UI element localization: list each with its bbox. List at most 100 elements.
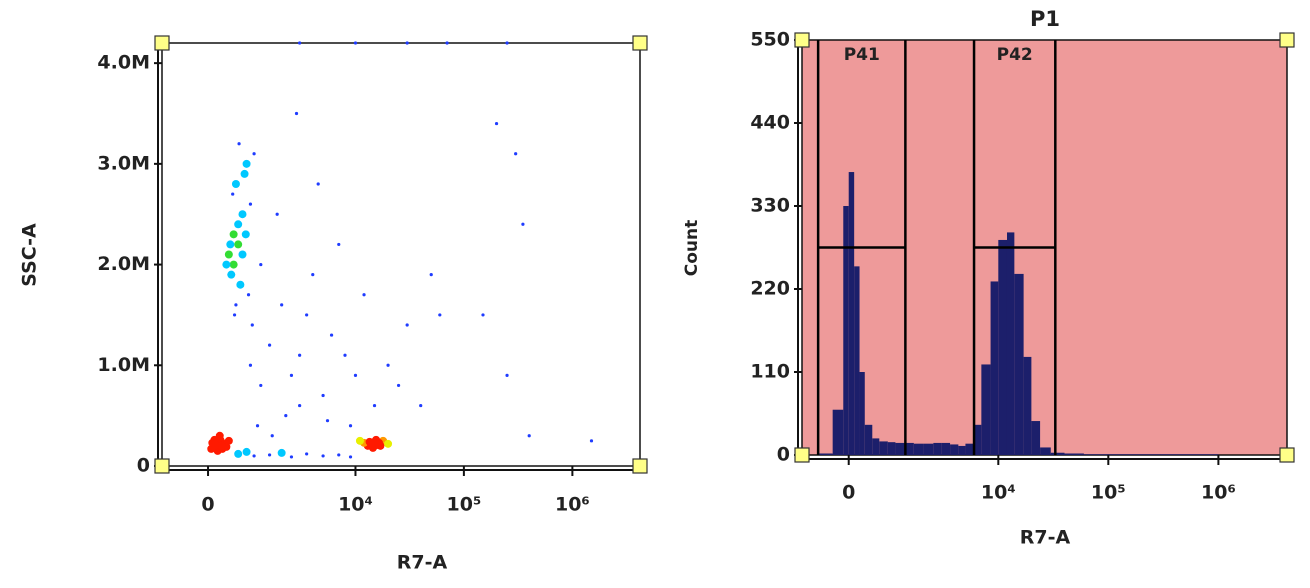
- point: [325, 419, 330, 423]
- histogram-bar: [1108, 454, 1161, 455]
- gate-handle: [1279, 447, 1295, 463]
- histogram-bar: [818, 453, 833, 455]
- point: [405, 41, 409, 45]
- point: [277, 448, 286, 457]
- x-axis-label: R7-A: [397, 552, 448, 574]
- point: [252, 152, 256, 156]
- point: [267, 343, 272, 347]
- point: [259, 262, 263, 267]
- point: [255, 424, 260, 428]
- point: [298, 353, 302, 357]
- point: [353, 41, 358, 45]
- point: [289, 373, 294, 377]
- point: [429, 273, 433, 277]
- gate-handle: [154, 458, 170, 474]
- point: [294, 111, 299, 116]
- x-tick-label: 10⁴: [981, 482, 1016, 504]
- y-tick-label: 1.0M: [97, 354, 150, 376]
- point: [224, 250, 233, 259]
- x-tick-label: 10⁶: [555, 494, 590, 516]
- point: [311, 273, 315, 277]
- histogram-bar: [1050, 452, 1065, 455]
- point: [589, 439, 594, 443]
- point: [270, 434, 274, 438]
- point: [372, 403, 377, 408]
- point: [298, 41, 302, 45]
- point: [521, 222, 525, 226]
- histogram-bar: [913, 443, 924, 455]
- gate-handle: [794, 447, 810, 463]
- point: [211, 440, 220, 449]
- histogram-bar: [1083, 454, 1109, 455]
- point: [229, 230, 238, 239]
- point: [505, 41, 509, 45]
- point: [321, 393, 325, 398]
- point: [231, 180, 240, 188]
- point: [348, 455, 353, 459]
- histogram-bar: [872, 438, 880, 455]
- point: [226, 240, 235, 249]
- point: [267, 453, 272, 457]
- point: [229, 260, 238, 269]
- y-tick-label: 330: [750, 195, 790, 217]
- histogram-bar: [923, 443, 934, 455]
- point: [248, 363, 253, 367]
- point: [305, 452, 309, 456]
- point: [217, 441, 226, 450]
- histogram-bar: [843, 206, 849, 455]
- gate-handle: [632, 35, 648, 51]
- point: [481, 313, 485, 317]
- chart-title: P1: [1030, 7, 1060, 31]
- point: [419, 403, 423, 408]
- point: [280, 303, 284, 307]
- y-axis-label: Count: [682, 220, 702, 277]
- histogram-bar: [933, 442, 942, 455]
- gate-handle: [794, 32, 810, 48]
- histogram-bar: [965, 443, 975, 455]
- point: [250, 323, 254, 327]
- y-tick-label: 4.0M: [97, 52, 150, 74]
- histogram-bar: [1064, 453, 1084, 455]
- point: [236, 280, 245, 289]
- point: [242, 159, 251, 168]
- point: [337, 453, 341, 457]
- y-tick-label: 0: [137, 455, 150, 477]
- point: [321, 454, 325, 458]
- point: [238, 210, 247, 219]
- histogram-bar: [1006, 232, 1015, 455]
- gate-label: P42: [997, 45, 1033, 65]
- histogram-bar: [879, 441, 888, 455]
- point: [240, 169, 249, 178]
- histogram-bar: [998, 239, 1007, 455]
- histogram-bar: [859, 372, 865, 455]
- gate-handle: [154, 35, 170, 51]
- histogram-bar: [981, 364, 991, 455]
- point: [238, 250, 247, 259]
- histogram-bar: [854, 266, 860, 455]
- point: [298, 403, 302, 408]
- point: [348, 424, 353, 428]
- point: [284, 414, 288, 418]
- point: [232, 313, 237, 317]
- histogram-bar: [950, 444, 959, 455]
- y-tick-label: 440: [750, 112, 790, 134]
- x-tick-label: 0: [842, 482, 855, 504]
- x-tick-label: 10⁶: [1201, 482, 1236, 504]
- histogram-bar: [905, 442, 914, 455]
- point: [242, 447, 251, 456]
- y-tick-label: 550: [750, 29, 790, 51]
- histogram-bar: [1023, 356, 1032, 455]
- histogram-bar: [1160, 454, 1219, 455]
- point: [227, 270, 236, 279]
- point: [289, 455, 294, 459]
- plot-frame: [161, 42, 641, 467]
- gate-handle: [632, 458, 648, 474]
- x-tick-label: 0: [201, 494, 214, 516]
- point: [222, 260, 231, 269]
- point: [234, 240, 243, 249]
- point: [384, 439, 393, 448]
- point: [234, 220, 243, 229]
- point: [337, 242, 341, 247]
- histogram-bar: [990, 281, 999, 455]
